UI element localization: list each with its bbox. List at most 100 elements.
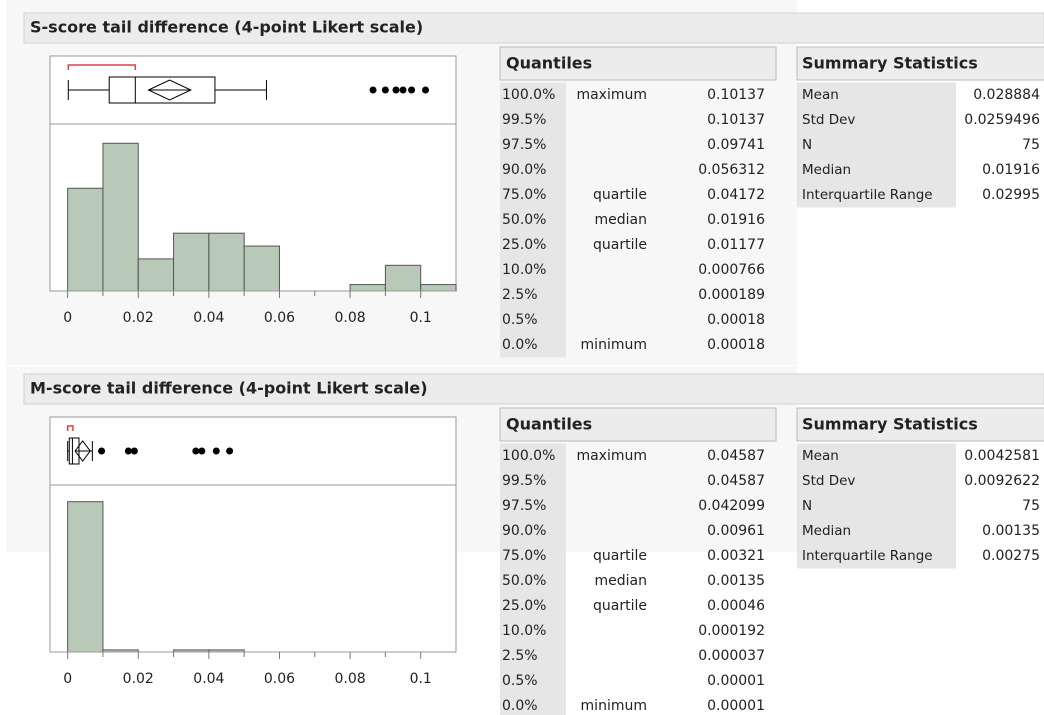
row-shade — [500, 182, 566, 208]
quantile-value: 0.00001 — [707, 698, 765, 714]
quantile-level: 97.5% — [502, 498, 546, 514]
quantile-level: 0.5% — [502, 312, 538, 328]
x-tick-label: 0 — [63, 310, 72, 326]
row-shade — [500, 543, 566, 569]
table-header — [499, 407, 777, 442]
shortest-half — [66, 425, 74, 431]
stat-label: N — [802, 498, 812, 514]
stat-value: 75 — [1022, 498, 1040, 514]
quantile-value: 0.09741 — [707, 137, 765, 153]
section-title: S-score tail difference (4-point Likert … — [30, 18, 423, 37]
histogram-bar — [67, 501, 104, 653]
quantile-level: 50.0% — [502, 573, 546, 589]
histogram-bar — [384, 264, 422, 292]
stat-label: Median — [802, 162, 851, 178]
quantile-label: quartile — [593, 187, 647, 203]
stat-value: 0.028884 — [973, 87, 1040, 103]
row-shade — [500, 282, 566, 308]
row-shade — [500, 618, 566, 644]
quantile-level: 90.0% — [502, 162, 546, 178]
quantile-value: 0.04172 — [707, 187, 765, 203]
quantile-value: 0.00135 — [707, 573, 765, 589]
row-shade — [500, 668, 566, 694]
quantile-level: 10.0% — [502, 623, 546, 639]
stat-label: Interquartile Range — [802, 548, 933, 564]
x-tick-label: 0.02 — [123, 310, 154, 326]
x-tick-label: 0.04 — [193, 671, 224, 687]
quantile-level: 25.0% — [502, 598, 546, 614]
x-tick-label: 0 — [63, 671, 72, 687]
quantile-label: minimum — [581, 698, 647, 714]
quantile-level: 99.5% — [502, 112, 546, 128]
row-shade — [797, 107, 956, 133]
quantile-level: 0.0% — [502, 698, 538, 714]
row-shade — [500, 257, 566, 283]
quantile-level: 2.5% — [502, 287, 538, 303]
histogram-bar — [420, 284, 457, 292]
row-shade — [500, 82, 566, 108]
histogram-bar — [137, 258, 175, 292]
quantile-level: 90.0% — [502, 523, 546, 539]
quantile-value: 0.000037 — [698, 648, 765, 664]
quantile-value: 0.00046 — [707, 598, 765, 614]
outlier — [130, 447, 138, 455]
row-shade — [797, 157, 956, 183]
quantile-label: median — [595, 212, 647, 228]
quantile-value: 0.00961 — [707, 523, 765, 539]
stat-label: Interquartile Range — [802, 187, 933, 203]
section-title: M-score tail difference (4-point Likert … — [30, 379, 428, 398]
stat-value: 75 — [1022, 137, 1040, 153]
row-shade — [500, 568, 566, 594]
histogram-bar — [208, 232, 245, 292]
row-shade — [500, 132, 566, 158]
stat-value: 0.0092622 — [964, 473, 1040, 489]
outlier — [226, 447, 234, 455]
x-tick-label: 0.04 — [193, 310, 224, 326]
stat-value: 0.01916 — [982, 162, 1040, 178]
header-bar — [23, 12, 1044, 44]
stat-label: Std Dev — [802, 473, 855, 489]
quantile-value: 0.04587 — [707, 473, 765, 489]
row-shade — [500, 643, 566, 669]
plot-frame — [49, 416, 457, 653]
quantile-level: 25.0% — [502, 237, 546, 253]
quantile-value: 0.000189 — [698, 287, 765, 303]
histogram-bar — [173, 232, 210, 292]
stat-value: 0.0042581 — [964, 448, 1040, 464]
table-title: Quantiles — [506, 415, 592, 434]
outlier — [198, 447, 206, 455]
quantile-value: 0.056312 — [698, 162, 765, 178]
x-tick-label: 0.06 — [264, 671, 295, 687]
quantile-value: 0.04587 — [707, 448, 765, 464]
x-tick-label: 0.08 — [335, 671, 366, 687]
table-title: Summary Statistics — [802, 54, 978, 73]
row-shade — [500, 207, 566, 233]
quantile-level: 75.0% — [502, 548, 546, 564]
quantile-label: quartile — [593, 548, 647, 564]
quantile-value: 0.10137 — [707, 112, 765, 128]
outlier — [392, 86, 400, 94]
quantile-level: 0.0% — [502, 337, 538, 353]
row-shade — [500, 307, 566, 333]
table-header — [796, 407, 1044, 442]
row-shade — [797, 132, 956, 158]
row-shade — [500, 332, 566, 358]
stat-value: 0.0259496 — [964, 112, 1040, 128]
table-header — [499, 46, 777, 81]
row-shade — [797, 518, 956, 544]
quantile-value: 0.00018 — [707, 337, 765, 353]
row-shade — [797, 543, 956, 569]
row-shade — [797, 493, 956, 519]
stat-label: Std Dev — [802, 112, 855, 128]
x-tick-label: 0.08 — [335, 310, 366, 326]
x-tick-label: 0.02 — [123, 671, 154, 687]
quantile-level: 10.0% — [502, 262, 546, 278]
row-shade — [500, 157, 566, 183]
quantile-level: 97.5% — [502, 137, 546, 153]
outlier — [98, 447, 106, 455]
row-shade — [500, 693, 566, 715]
quantile-value: 0.00321 — [707, 548, 765, 564]
quantile-label: quartile — [593, 598, 647, 614]
